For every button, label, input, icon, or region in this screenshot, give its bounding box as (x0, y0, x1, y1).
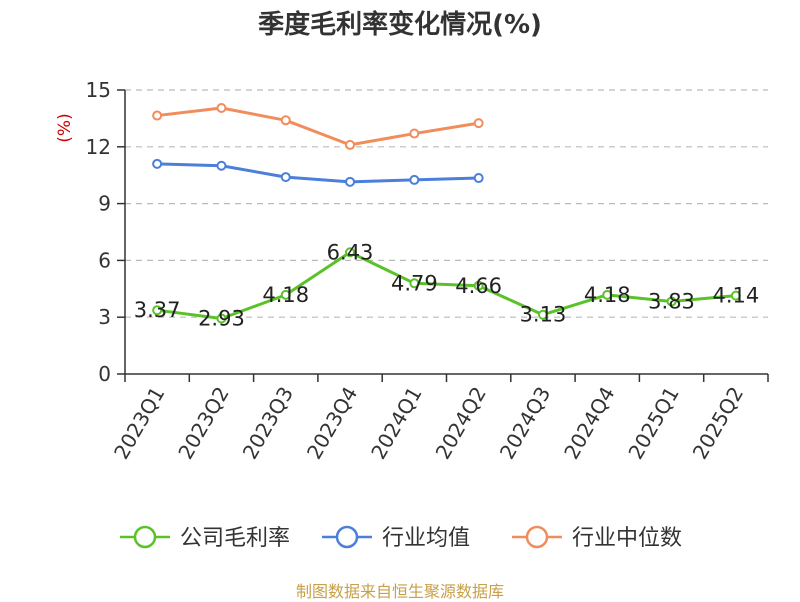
series-line-1 (156, 250, 736, 321)
series-line-2 (157, 162, 479, 184)
data-label: 3.83 (648, 289, 695, 313)
legend-label-2: 行业均值 (382, 526, 470, 551)
series-lines (152, 102, 741, 324)
series-1-point (537, 309, 548, 320)
series-1-point (473, 280, 484, 291)
legend-marker-2 (335, 525, 359, 549)
x-tick-label: 2025Q2 (688, 383, 748, 464)
data-label: 6.43 (327, 240, 374, 264)
series-2-point (473, 173, 484, 184)
series-1-point (345, 247, 356, 258)
x-tick-label: 2024Q1 (366, 383, 426, 464)
y-tick-label: 12 (86, 135, 111, 159)
series-3-point (216, 102, 227, 113)
series-3-point (280, 115, 291, 126)
series-1-point (280, 289, 291, 300)
series-3-point (345, 139, 356, 150)
grid-lines (125, 89, 768, 318)
data-label: 4.14 (712, 284, 759, 308)
y-axis-label: (%) (55, 113, 75, 142)
x-tick-label: 2024Q4 (559, 383, 619, 464)
data-label: 4.66 (455, 274, 502, 298)
x-tick-label: 2023Q3 (238, 383, 298, 464)
legend-label-1: 公司毛利率 (180, 526, 290, 551)
series-1-point (730, 290, 741, 301)
data-label: 2.93 (198, 307, 245, 331)
series-2-point (409, 174, 420, 185)
series-2-point (345, 176, 356, 187)
x-tick-label: 2024Q2 (431, 383, 491, 464)
x-tick-label: 2023Q4 (302, 383, 362, 464)
series-1-point (216, 313, 227, 324)
chart-title: 季度毛利率变化情况(%) (258, 10, 542, 40)
x-tick-label: 2025Q1 (623, 383, 683, 464)
legend-marker-1 (133, 525, 157, 549)
series-2-point (152, 158, 163, 169)
data-label: 3.13 (520, 303, 567, 327)
legend-marker-3 (525, 525, 549, 549)
y-tick-label: 9 (98, 192, 111, 216)
x-tick-label: 2023Q2 (173, 383, 233, 464)
legend-label-3: 行业中位数 (572, 526, 682, 551)
y-tick-label: 15 (86, 78, 111, 102)
y-tick-label: 6 (98, 248, 111, 272)
data-label: 4.18 (584, 283, 631, 307)
x-tick-label: 2024Q3 (495, 383, 555, 464)
x-tick-label: 2023Q1 (109, 383, 169, 464)
series-1-point (666, 296, 677, 307)
series-1-point (409, 278, 420, 289)
series-2-point (216, 160, 227, 171)
series-3-point (409, 128, 420, 139)
y-tick-label: 3 (98, 305, 111, 329)
series-1-point (602, 289, 613, 300)
series-3-point (152, 110, 163, 121)
series-2-point (280, 172, 291, 183)
data-label: 4.79 (391, 271, 438, 295)
data-labels: 3.37 2.93 4.18 6.43 4.79 4.66 3.13 4.18 3.83 4.14 (134, 240, 759, 330)
source-note: 制图数据来自恒生聚源数据库 (295, 582, 504, 601)
series-line-3 (156, 106, 479, 147)
data-label: 3.37 (134, 298, 181, 322)
series-1-point (152, 305, 163, 316)
series-3-point (473, 118, 484, 129)
legend: 公司毛利率 行业均值 行业中位数 (120, 525, 682, 551)
y-tick-label: 0 (98, 362, 111, 386)
data-label: 4.18 (262, 283, 309, 307)
